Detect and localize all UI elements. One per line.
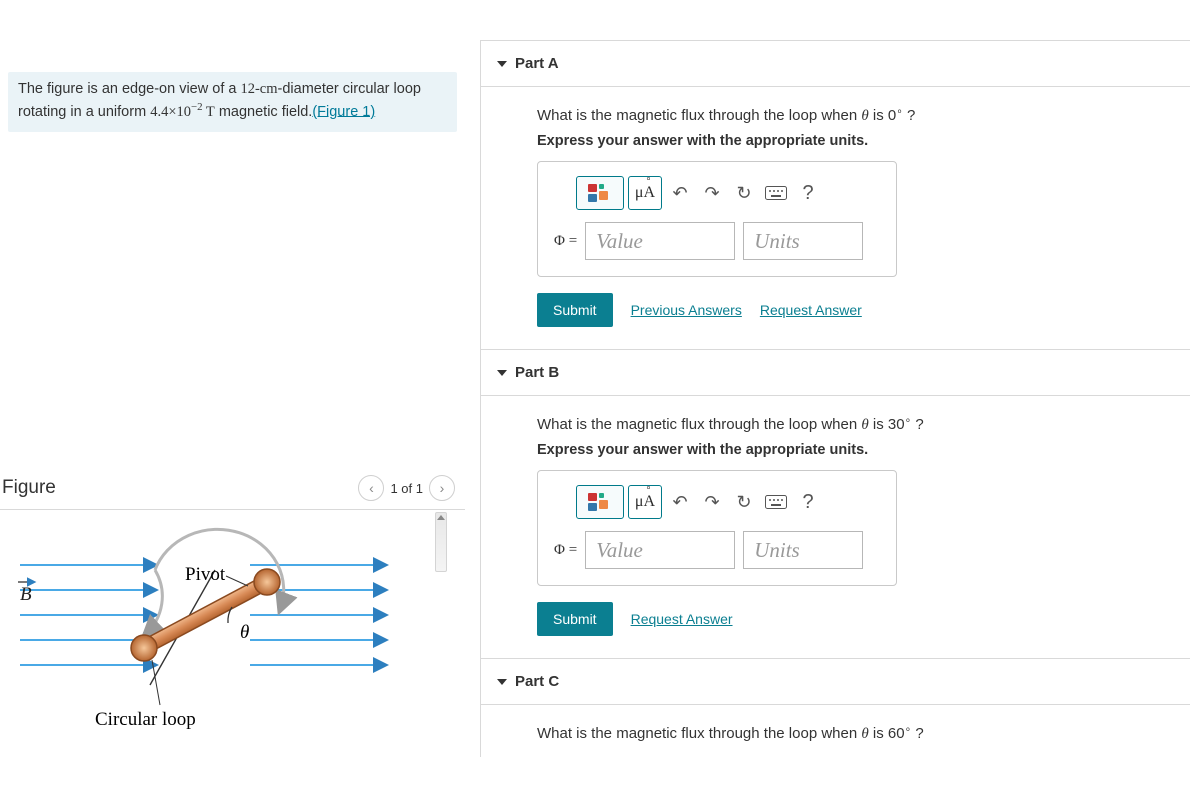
pivot-label: Pivot bbox=[185, 564, 226, 585]
part-a-header[interactable]: Part A bbox=[481, 41, 1190, 87]
figure-header: Figure ‹ 1 of 1 › bbox=[0, 475, 465, 510]
prompt-text: magnetic field. bbox=[215, 103, 313, 119]
field-exponent: −2 bbox=[191, 101, 203, 113]
pager-prev-button[interactable]: ‹ bbox=[358, 475, 384, 501]
angle-value: 0 bbox=[888, 107, 896, 124]
submit-button[interactable]: Submit bbox=[537, 293, 613, 327]
phi-label: Φ = bbox=[554, 542, 577, 559]
templates-button[interactable] bbox=[576, 485, 624, 519]
q-prefix: What is the magnetic flux through the lo… bbox=[537, 107, 861, 124]
part-title: Part A bbox=[515, 55, 559, 72]
theta-symbol: θ bbox=[861, 417, 868, 433]
phi-label: Φ = bbox=[554, 233, 577, 250]
answer-hint: Express your answer with the appropriate… bbox=[537, 133, 1160, 149]
part-b-question: What is the magnetic flux through the lo… bbox=[537, 414, 1160, 434]
b-vector-label: B bbox=[20, 584, 32, 605]
answer-hint: Express your answer with the appropriate… bbox=[537, 442, 1160, 458]
q-suffix: ? bbox=[903, 107, 916, 124]
reset-icon[interactable]: ↻ bbox=[730, 176, 758, 210]
part-a-question: What is the magnetic flux through the lo… bbox=[537, 105, 1160, 125]
help-icon[interactable]: ? bbox=[794, 176, 822, 210]
units-picker-button[interactable]: μA° bbox=[628, 176, 662, 210]
q-suffix: ? bbox=[911, 416, 924, 433]
figure-title: Figure bbox=[2, 477, 56, 499]
field-unit: T bbox=[203, 103, 215, 119]
part-b: Part B What is the magnetic flux through… bbox=[481, 350, 1190, 659]
units-input[interactable]: Units bbox=[743, 222, 863, 260]
keyboard-icon[interactable] bbox=[762, 485, 790, 519]
caret-down-icon bbox=[497, 370, 507, 376]
theta-symbol: θ bbox=[861, 726, 868, 742]
degree-symbol: ∘ bbox=[896, 105, 903, 117]
theta-symbol: θ bbox=[861, 108, 868, 124]
field-value: 4.4×10 bbox=[150, 103, 191, 119]
request-answer-link[interactable]: Request Answer bbox=[631, 611, 733, 627]
figure-diagram: B θ Pivot Circular loop bbox=[0, 510, 440, 780]
q-prefix: What is the magnetic flux through the lo… bbox=[537, 416, 861, 433]
theta-label: θ bbox=[240, 622, 249, 643]
caret-down-icon bbox=[497, 61, 507, 67]
circular-loop-label: Circular loop bbox=[95, 709, 196, 730]
answer-box-b: μA° ↶ ↷ ↻ ? Φ = Value Units bbox=[537, 470, 897, 586]
part-a: Part A What is the magnetic flux through… bbox=[481, 41, 1190, 350]
request-answer-link[interactable]: Request Answer bbox=[760, 302, 862, 318]
pager-label: 1 of 1 bbox=[390, 481, 423, 496]
undo-icon[interactable]: ↶ bbox=[666, 485, 694, 519]
q-prefix: What is the magnetic flux through the lo… bbox=[537, 725, 861, 742]
value-input[interactable]: Value bbox=[585, 222, 735, 260]
units-input[interactable]: Units bbox=[743, 531, 863, 569]
redo-icon[interactable]: ↷ bbox=[698, 485, 726, 519]
part-title: Part C bbox=[515, 673, 559, 690]
part-b-header[interactable]: Part B bbox=[481, 350, 1190, 396]
undo-icon[interactable]: ↶ bbox=[666, 176, 694, 210]
part-c-header[interactable]: Part C bbox=[481, 659, 1190, 705]
q-suffix: ? bbox=[911, 725, 924, 742]
submit-button[interactable]: Submit bbox=[537, 602, 613, 636]
figure-pager: ‹ 1 of 1 › bbox=[358, 475, 455, 501]
angle-value: 60 bbox=[888, 725, 905, 742]
caret-down-icon bbox=[497, 679, 507, 685]
prompt-text: The figure is an edge-on view of a bbox=[18, 81, 240, 97]
problem-prompt: The figure is an edge-on view of a 12-cm… bbox=[8, 72, 457, 132]
keyboard-icon[interactable] bbox=[762, 176, 790, 210]
help-icon[interactable]: ? bbox=[794, 485, 822, 519]
previous-answers-link[interactable]: Previous Answers bbox=[631, 302, 742, 318]
redo-icon[interactable]: ↷ bbox=[698, 176, 726, 210]
pager-next-button[interactable]: › bbox=[429, 475, 455, 501]
angle-value: 30 bbox=[888, 416, 905, 433]
units-picker-button[interactable]: μA° bbox=[628, 485, 662, 519]
reset-icon[interactable]: ↻ bbox=[730, 485, 758, 519]
figure-link[interactable]: (Figure 1) bbox=[312, 103, 375, 119]
part-title: Part B bbox=[515, 364, 559, 381]
part-c-question: What is the magnetic flux through the lo… bbox=[537, 723, 1160, 743]
value-input[interactable]: Value bbox=[585, 531, 735, 569]
part-c: Part C What is the magnetic flux through… bbox=[481, 659, 1190, 757]
answer-box-a: μA° ↶ ↷ ↻ ? Φ = Value Units bbox=[537, 161, 897, 277]
templates-button[interactable] bbox=[576, 176, 624, 210]
diameter-value: 12-cm bbox=[240, 81, 277, 97]
